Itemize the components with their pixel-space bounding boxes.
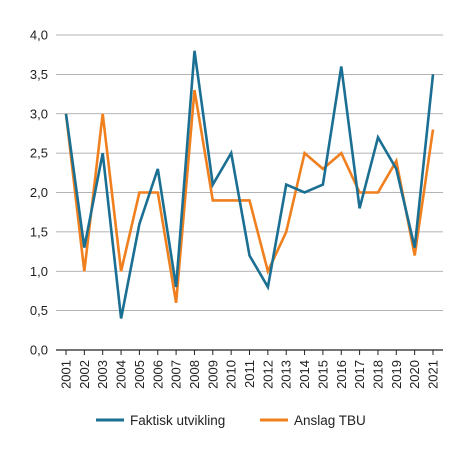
y-tick-label: 4,0: [30, 28, 48, 43]
x-tick-label: 2017: [352, 360, 367, 389]
legend: Faktisk utvikling Anslag TBU: [96, 413, 366, 428]
x-tick-label: 2007: [169, 360, 184, 389]
y-axis-ticks: 0,0 0,5 1,0 1,5 2,0 2,5 3,0 3,5 4,0: [30, 28, 48, 358]
y-tick-label: 1,5: [30, 224, 48, 239]
x-tick-label: 2011: [242, 360, 257, 388]
x-tick-label: 2002: [77, 360, 92, 389]
x-tick-label: 2010: [224, 360, 239, 389]
y-tick-label: 1,0: [30, 264, 48, 279]
x-tick-label: 2004: [114, 360, 129, 389]
y-tick-label: 3,5: [30, 67, 48, 82]
y-tick-label: 0,0: [30, 343, 48, 358]
x-tick-label: 2012: [260, 360, 275, 389]
x-tick-label: 2015: [315, 360, 330, 389]
x-tick-label: 2003: [95, 360, 110, 389]
x-tick-label: 2005: [132, 360, 147, 389]
y-tick-label: 0,5: [30, 303, 48, 318]
x-tick-label: 2009: [205, 360, 220, 389]
x-tick-label: 2021: [426, 360, 441, 389]
series-lines: [64, 50, 435, 319]
x-tick-label: 2013: [279, 360, 294, 389]
x-axis-ticks: 2001 2002 2003 2004 2005 2006 2007 2008 2009 2010…: [59, 350, 441, 389]
legend-label-faktisk: Faktisk utvikling: [130, 413, 225, 428]
y-tick-label: 2,0: [30, 185, 48, 200]
x-tick-label: 2001: [59, 360, 74, 389]
x-tick-label: 2006: [150, 360, 165, 389]
x-tick-label: 2019: [389, 360, 404, 389]
x-tick-label: 2016: [334, 360, 349, 389]
gridlines: [56, 34, 443, 351]
series-line-faktisk: [64, 50, 435, 319]
y-tick-label: 2,5: [30, 146, 48, 161]
x-tick-label: 2014: [297, 360, 312, 389]
x-tick-label: 2018: [370, 360, 385, 389]
x-tick-label: 2008: [187, 360, 202, 389]
y-tick-label: 3,0: [30, 106, 48, 121]
legend-label-anslag: Anslag TBU: [294, 413, 366, 428]
series-line-anslag: [64, 89, 435, 304]
x-tick-label: 2020: [407, 360, 422, 389]
